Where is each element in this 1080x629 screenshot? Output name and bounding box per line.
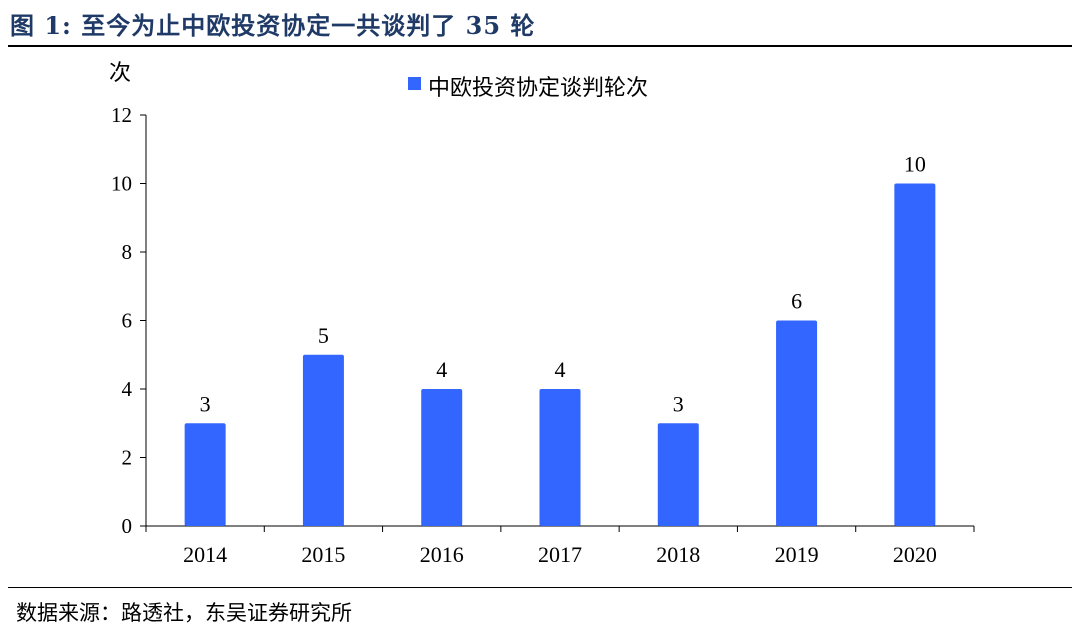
x-tick-label: 2017: [538, 542, 582, 567]
bar: [302, 354, 344, 526]
data-label: 4: [555, 357, 566, 382]
legend-label: 中欧投资协定谈判轮次: [428, 75, 648, 100]
legend-swatch: [408, 77, 421, 90]
y-axis-unit: 次: [109, 60, 131, 85]
data-label: 6: [791, 289, 802, 314]
x-tick-label: 2015: [301, 542, 345, 567]
y-tick-label: 0: [122, 514, 133, 538]
bar: [184, 423, 226, 526]
x-tick-label: 2020: [893, 542, 937, 567]
legend: 中欧投资协定谈判轮次: [408, 75, 648, 100]
title-rule: [8, 45, 1072, 47]
data-label: 5: [318, 323, 329, 348]
y-tick-label: 6: [122, 309, 133, 333]
data-label: 10: [904, 152, 926, 177]
data-label: 3: [673, 391, 684, 416]
y-tick-label: 12: [111, 103, 132, 127]
x-tick-label: 2014: [183, 542, 227, 567]
y-tick-label: 2: [122, 446, 133, 470]
bar-chart: 中欧投资协定谈判轮次 次 0 2 4 6 8 10 12 3 2014 5 2015 4 2016 4 20…: [109, 60, 975, 567]
x-tick-label: 2016: [420, 542, 464, 567]
y-tick-label: 8: [122, 240, 133, 264]
data-label: 4: [436, 357, 447, 382]
bar: [421, 389, 463, 526]
data-label: 3: [200, 391, 211, 416]
x-tick-label: 2018: [656, 542, 700, 567]
y-tick-label: 10: [111, 172, 132, 196]
x-tick-label: 2019: [775, 542, 819, 567]
y-tick-label: 4: [122, 377, 133, 401]
bar: [539, 389, 581, 526]
bar: [776, 320, 818, 526]
source-note: 数据来源：路透社，东吴证券研究所: [16, 601, 352, 625]
bar: [657, 423, 699, 526]
figure-title: 图 1: 至今为止中欧投资协定一共谈判了 35 轮: [10, 11, 536, 40]
bar: [894, 183, 936, 526]
source-rule: [8, 587, 1072, 588]
